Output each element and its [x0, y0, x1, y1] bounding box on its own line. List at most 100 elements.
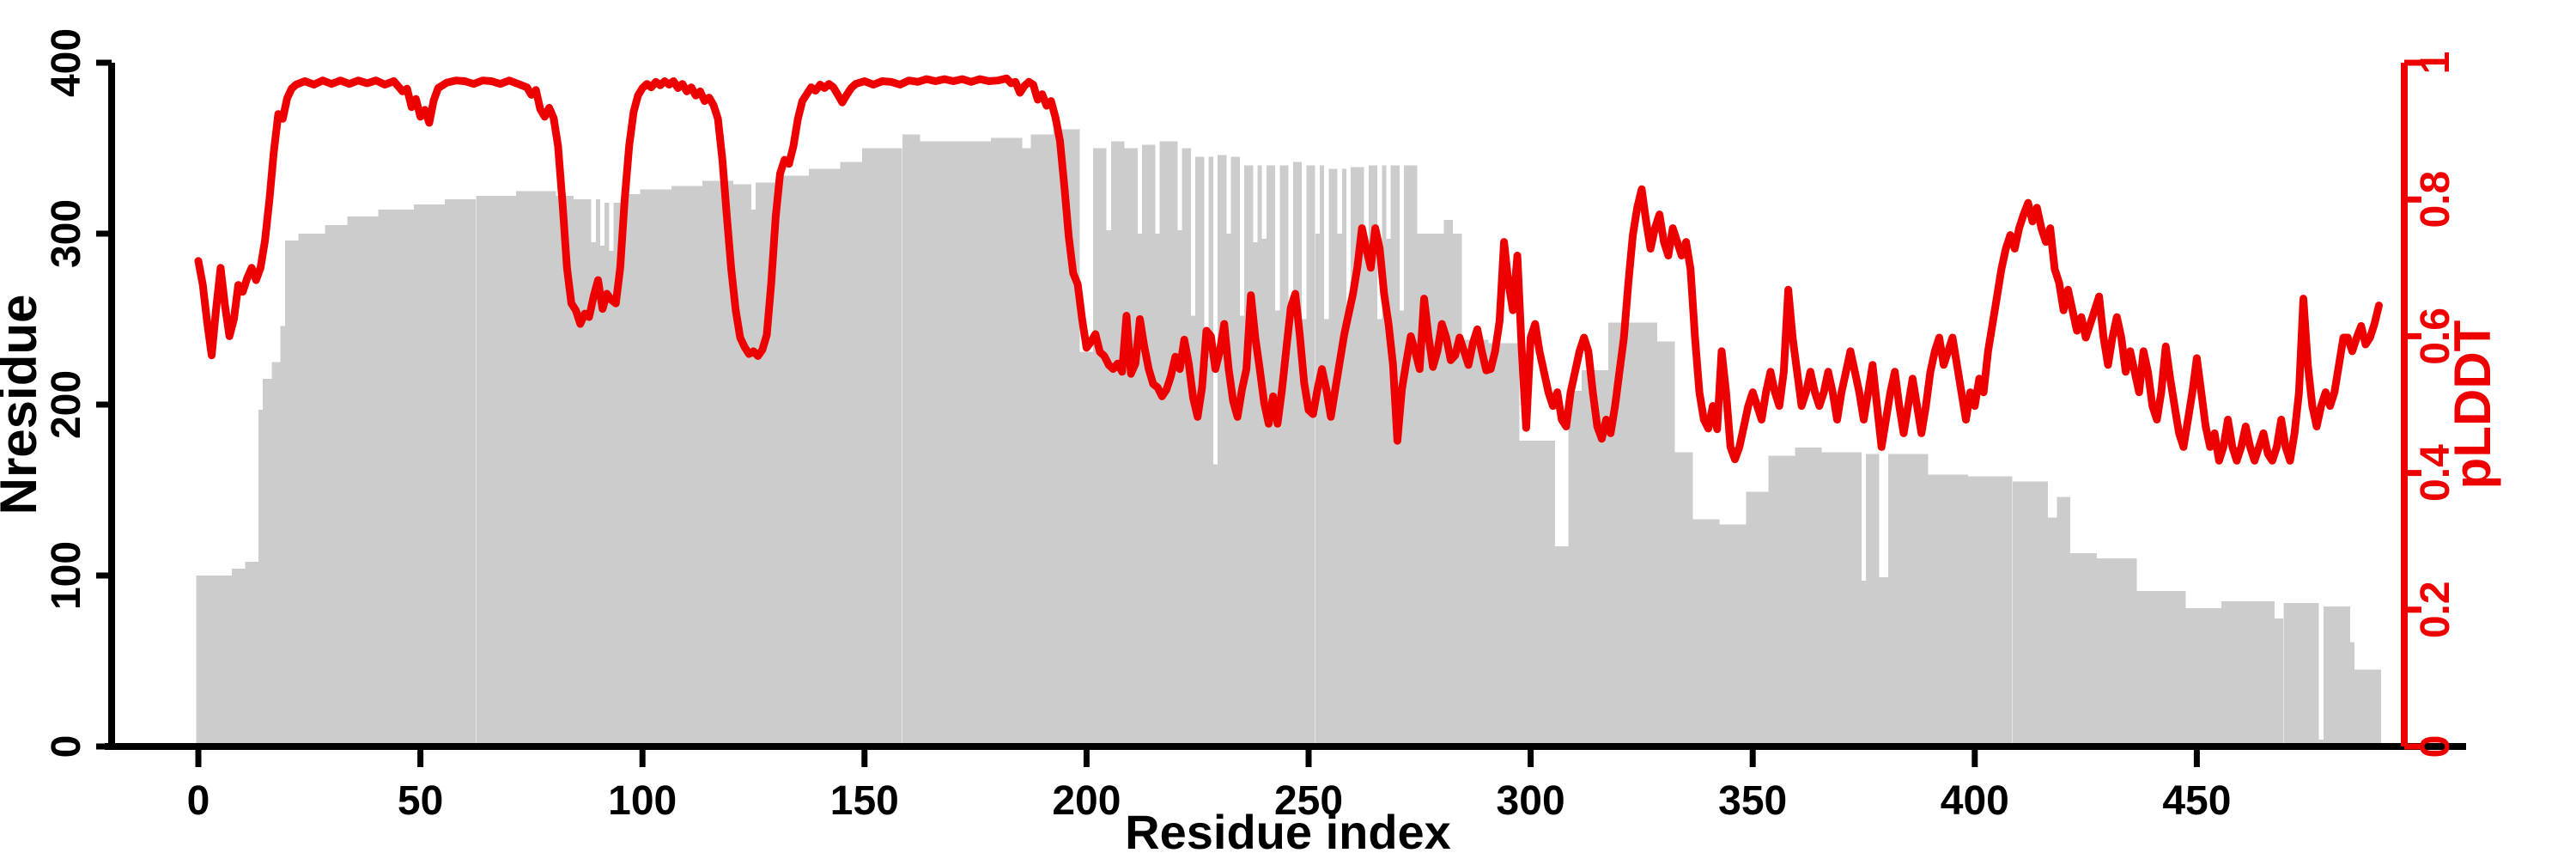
nresidue-bar — [1382, 165, 1387, 746]
nresidue-bar — [2349, 642, 2354, 746]
x-tick-label: 350 — [1718, 778, 1787, 824]
nresidue-bar — [1239, 315, 1244, 746]
nresidue-bar — [196, 576, 232, 746]
nresidue-bar — [609, 250, 614, 746]
nresidue-bar — [1377, 319, 1382, 746]
nresidue-bar — [1404, 165, 1418, 746]
nresidue-bar — [991, 137, 1023, 747]
nresidue-bar — [1795, 447, 1822, 747]
nresidue-bar — [574, 199, 592, 746]
nresidue-bar — [1692, 519, 1720, 746]
nresidue-bar-series — [196, 129, 2381, 747]
nresidue-bar — [263, 379, 272, 746]
nresidue-bar — [600, 245, 605, 746]
nresidue-bar — [1443, 220, 1453, 747]
nresidue-bar — [271, 362, 281, 747]
nresidue-bar — [1212, 464, 1218, 746]
nresidue-bar — [1182, 148, 1191, 746]
left-axis-label: Nresidue — [0, 295, 47, 515]
nresidue-bar — [902, 134, 920, 747]
x-tick-label: 300 — [1497, 778, 1565, 824]
nresidue-bar — [1292, 161, 1303, 746]
nresidue-bar — [1279, 165, 1289, 746]
nresidue-bar — [1461, 339, 1489, 746]
nresidue-bar — [2221, 600, 2275, 747]
nresidue-bar — [378, 210, 414, 747]
nresidue-bar — [1555, 546, 1569, 746]
nresidue-bar — [2048, 517, 2057, 746]
nresidue-bar — [1275, 310, 1280, 746]
left-tick-label: 100 — [44, 541, 89, 610]
nresidue-bar — [298, 234, 325, 746]
nresidue-bar — [1106, 230, 1111, 746]
nresidue-bar — [1142, 144, 1156, 746]
left-tick-label: 300 — [44, 199, 89, 268]
nresidue-bar — [1968, 476, 2013, 746]
x-tick-label: 100 — [608, 778, 677, 824]
nresidue-bar — [640, 189, 671, 747]
x-tick-label: 0 — [187, 778, 210, 824]
nresidue-bar — [2185, 607, 2221, 746]
nresidue-bar — [1866, 454, 1880, 746]
nresidue-bar — [1137, 234, 1143, 746]
nresidue-bar — [1746, 491, 1769, 746]
x-tick-label: 250 — [1274, 778, 1343, 824]
nresidue-bar — [1315, 234, 1320, 746]
nresidue-bar — [1093, 148, 1107, 746]
nresidue-bar — [2097, 558, 2137, 746]
nresidue-bar — [1351, 167, 1364, 746]
nresidue-bar — [1861, 581, 1867, 746]
nresidue-bar — [1030, 134, 1054, 747]
nresidue-bar — [1195, 156, 1205, 746]
nresidue-bar — [476, 196, 516, 746]
nresidue-bar — [1386, 239, 1391, 746]
left-tick-label: 200 — [44, 370, 89, 439]
nresidue-bar — [1124, 148, 1138, 746]
nresidue-bar — [1928, 474, 1968, 746]
nresidue-bar — [920, 141, 992, 746]
nresidue-bar — [1110, 141, 1125, 746]
left-tick-label: 0 — [44, 735, 89, 758]
nresidue-bar — [1341, 168, 1346, 746]
right-tick-label: 0.2 — [2413, 581, 2458, 638]
nresidue-bar — [556, 196, 574, 746]
nresidue-bar — [1261, 239, 1267, 746]
nresidue-bar — [613, 203, 623, 746]
nresidue-bar — [1257, 165, 1262, 746]
right-tick-label: 1 — [2413, 52, 2458, 75]
nresidue-bar — [1400, 310, 1405, 746]
nresidue-bar — [1879, 577, 1888, 746]
nresidue-bar — [1177, 230, 1182, 746]
right-tick-label: 0.8 — [2413, 171, 2458, 228]
nresidue-bar — [2136, 590, 2186, 746]
nresidue-bar — [1657, 341, 1675, 746]
nresidue-bar — [1719, 524, 1747, 746]
nresidue-bar — [2057, 497, 2070, 746]
nresidue-bar — [2323, 606, 2350, 746]
x-tick-label: 150 — [830, 778, 899, 824]
nresidue-bar — [733, 184, 751, 747]
nresidue-bar — [2070, 553, 2097, 746]
nresidue-bar — [2274, 618, 2284, 747]
nresidue-bar — [1768, 455, 1795, 746]
nresidue-bar — [280, 326, 285, 746]
nresidue-bar — [1159, 141, 1178, 746]
nresidue-bar — [605, 203, 610, 746]
nresidue-bar — [1328, 168, 1338, 746]
nresidue-bar — [2354, 669, 2381, 746]
nresidue-bar — [515, 191, 556, 747]
nresidue-bar — [1337, 234, 1342, 746]
nresidue-bar — [1218, 155, 1227, 746]
nresidue-bar — [862, 148, 902, 746]
x-tick-label: 450 — [2162, 778, 2231, 824]
nresidue-bar — [1674, 452, 1693, 746]
x-tick-label: 400 — [1941, 778, 2009, 824]
nresidue-bar — [413, 204, 445, 746]
x-axis-label: Residue index — [1125, 805, 1451, 859]
nresidue-bar — [1390, 165, 1400, 746]
right-tick-label: 0.6 — [2413, 308, 2458, 365]
nresidue-bar — [1253, 242, 1258, 746]
nresidue-bar — [1887, 454, 1929, 746]
